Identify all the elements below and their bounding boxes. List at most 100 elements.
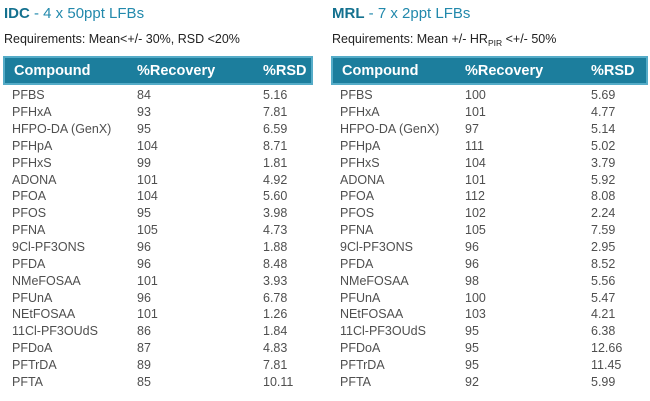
recovery-cell: 96: [137, 290, 151, 305]
recovery-cell: 104: [137, 189, 158, 204]
recovery-cell: 101: [137, 307, 158, 322]
rsd-cell: 7.81: [263, 105, 288, 120]
compound-cell: PFUnA: [340, 290, 381, 305]
table-row: PFTrDA 89 7.81: [3, 357, 313, 374]
compound-cell: PFTA: [12, 374, 44, 389]
rsd-cell: 1.88: [263, 240, 288, 255]
compound-cell: NMeFOSAA: [340, 273, 409, 288]
recovery-cell: 95: [465, 357, 479, 372]
column-header-compound: Compound: [342, 62, 419, 79]
mrl-requirements-sub: PIR: [487, 38, 503, 48]
compound-cell: 11Cl-PF3OUdS: [340, 324, 426, 339]
recovery-cell: 93: [137, 105, 151, 120]
table-row: PFDoA 95 12.66: [331, 340, 648, 357]
idc-table-body: PFBS 84 5.16 PFHxA 93 7.81 HFPO-DA (GenX) 95 6.5…: [3, 85, 313, 390]
column-header-recovery: %Recovery: [465, 62, 544, 79]
recovery-cell: 98: [465, 273, 479, 288]
compound-cell: PFBS: [340, 88, 373, 103]
compound-cell: PFDoA: [340, 341, 381, 356]
rsd-cell: 10.11: [263, 374, 294, 389]
rsd-cell: 3.79: [591, 155, 616, 170]
table-row: PFBS 84 5.16: [3, 87, 313, 104]
rsd-cell: 5.16: [263, 88, 288, 103]
table-row: PFOS 102 2.24: [331, 205, 648, 222]
column-header-rsd: %RSD: [591, 62, 635, 79]
rsd-cell: 6.78: [263, 290, 288, 305]
rsd-cell: 5.02: [591, 138, 616, 153]
table-row: HFPO-DA (GenX) 95 6.59: [3, 121, 313, 138]
table-row: PFHxA 93 7.81: [3, 104, 313, 121]
mrl-table-header: Compound %Recovery %RSD: [331, 56, 648, 85]
rsd-cell: 1.81: [263, 155, 288, 170]
rsd-cell: 4.73: [263, 223, 288, 238]
column-header-compound: Compound: [14, 62, 91, 79]
compound-cell: NEtFOSAA: [12, 307, 76, 322]
table-row: PFHxS 99 1.81: [3, 154, 313, 171]
recovery-cell: 101: [137, 172, 158, 187]
table-row: ADONA 101 4.92: [3, 171, 313, 188]
recovery-cell: 100: [465, 88, 486, 103]
table-row: PFUnA 100 5.47: [331, 289, 648, 306]
compound-cell: PFDA: [340, 256, 374, 271]
recovery-cell: 96: [465, 256, 479, 271]
compound-cell: PFBS: [12, 88, 45, 103]
recovery-cell: 101: [465, 105, 486, 120]
table-row: NEtFOSAA 103 4.21: [331, 306, 648, 323]
column-header-rsd: %RSD: [263, 62, 307, 79]
compound-cell: PFOS: [340, 206, 375, 221]
compound-cell: PFHpA: [12, 138, 53, 153]
rsd-cell: 7.81: [263, 357, 288, 372]
recovery-cell: 96: [137, 240, 151, 255]
compound-cell: PFNA: [12, 223, 46, 238]
table-row: 9Cl-PF3ONS 96 2.95: [331, 239, 648, 256]
table-row: PFOA 112 8.08: [331, 188, 648, 205]
rsd-cell: 6.38: [591, 324, 616, 339]
rsd-cell: 8.52: [591, 256, 616, 271]
table-row: PFNA 105 4.73: [3, 222, 313, 239]
table-row: 11Cl-PF3OUdS 86 1.84: [3, 323, 313, 340]
table-row: 11Cl-PF3OUdS 95 6.38: [331, 323, 648, 340]
table-row: HFPO-DA (GenX) 97 5.14: [331, 121, 648, 138]
compound-cell: PFDoA: [12, 341, 53, 356]
table-row: PFOS 95 3.98: [3, 205, 313, 222]
recovery-cell: 101: [465, 172, 486, 187]
recovery-cell: 111: [465, 138, 485, 153]
mrl-table-body: PFBS 100 5.69 PFHxA 101 4.77 HFPO-DA (GenX) 97 5…: [331, 85, 648, 390]
mrl-table-section: MRL - 7 x 2ppt LFBs Requirements: Mean +…: [331, 3, 648, 390]
compound-cell: ADONA: [340, 172, 385, 187]
rsd-cell: 8.08: [591, 189, 616, 204]
compound-cell: PFHpA: [340, 138, 381, 153]
recovery-cell: 105: [465, 223, 486, 238]
rsd-cell: 7.59: [591, 223, 616, 238]
compound-cell: PFHxS: [340, 155, 380, 170]
table-row: NMeFOSAA 98 5.56: [331, 272, 648, 289]
recovery-cell: 95: [465, 324, 479, 339]
rsd-cell: 4.83: [263, 341, 288, 356]
rsd-cell: 4.77: [591, 105, 616, 120]
recovery-cell: 96: [465, 240, 479, 255]
compound-cell: PFHxA: [12, 105, 52, 120]
table-row: 9Cl-PF3ONS 96 1.88: [3, 239, 313, 256]
recovery-cell: 92: [465, 374, 479, 389]
mrl-title-acronym: MRL: [332, 5, 365, 22]
compound-cell: PFOA: [340, 189, 375, 204]
rsd-cell: 3.98: [263, 206, 288, 221]
table-row: PFUnA 96 6.78: [3, 289, 313, 306]
rsd-cell: 8.48: [263, 256, 288, 271]
compound-cell: 9Cl-PF3ONS: [12, 240, 85, 255]
compound-cell: NEtFOSAA: [340, 307, 404, 322]
rsd-cell: 6.59: [263, 122, 288, 137]
table-row: PFHpA 111 5.02: [331, 138, 648, 155]
compound-cell: PFTrDA: [340, 357, 385, 372]
idc-title: IDC - 4 x 50ppt LFBs: [4, 4, 313, 23]
compound-cell: PFTrDA: [12, 357, 57, 372]
mrl-table: Compound %Recovery %RSD PFBS 100 5.69 PFHxA…: [331, 56, 648, 390]
table-row: PFOA 104 5.60: [3, 188, 313, 205]
table-row: PFTrDA 95 11.45: [331, 357, 648, 374]
rsd-cell: 5.14: [591, 122, 616, 137]
table-row: PFHxS 104 3.79: [331, 154, 648, 171]
compound-cell: PFOA: [12, 189, 47, 204]
rsd-cell: 12.66: [591, 341, 623, 356]
table-row: NEtFOSAA 101 1.26: [3, 306, 313, 323]
mrl-title: MRL - 7 x 2ppt LFBs: [332, 4, 648, 23]
